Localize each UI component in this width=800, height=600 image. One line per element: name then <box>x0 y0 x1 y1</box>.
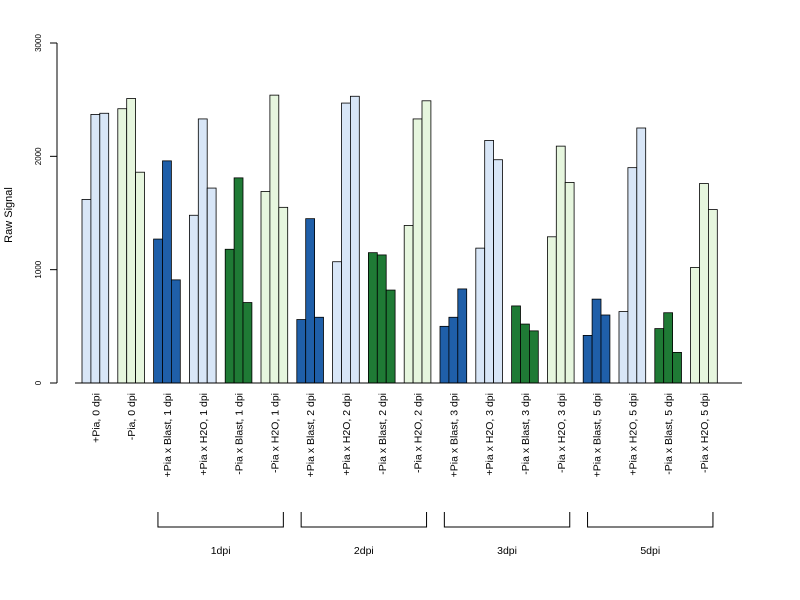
bar <box>260 191 271 384</box>
bar <box>636 127 647 384</box>
y-tick-label: 3000 <box>34 34 43 52</box>
group-label: 3dpi <box>497 545 517 557</box>
bar <box>654 328 665 384</box>
bar <box>672 351 682 384</box>
bar <box>126 98 136 384</box>
x-tick-label: -Pia x H2O, 2 dpi <box>413 393 425 473</box>
bar <box>278 206 289 384</box>
bar <box>663 312 674 384</box>
bar <box>708 209 718 384</box>
bar <box>99 112 110 384</box>
bar <box>627 167 638 384</box>
x-tick-label: -Pia x H2O, 5 dpi <box>699 393 711 473</box>
bar <box>332 261 342 384</box>
bar <box>591 298 602 384</box>
x-tick-label: -Pia x Blast, 2 dpi <box>377 393 389 475</box>
bar <box>439 325 450 384</box>
bar <box>457 288 468 384</box>
bar <box>296 319 307 384</box>
bar <box>520 323 530 384</box>
bar <box>367 252 378 384</box>
bar <box>224 248 235 384</box>
bar <box>600 314 611 384</box>
group-bracket <box>587 512 714 528</box>
bar <box>564 181 575 384</box>
bar <box>305 218 316 384</box>
bar <box>153 238 163 384</box>
x-tick-labels: +Pia, 0 dpi -Pia, 0 dpi +Pia x Blast, 1 dp… <box>90 393 711 477</box>
bar <box>206 187 217 384</box>
y-tick-label: 1000 <box>34 260 43 278</box>
bar <box>529 330 539 384</box>
bar <box>475 247 486 384</box>
bar <box>555 145 566 384</box>
y-tick-label: 2000 <box>34 147 43 165</box>
bar <box>90 114 101 384</box>
bar <box>242 302 253 384</box>
group-brackets: 1dpi 2dpi 3dpi 5dpi <box>157 512 714 557</box>
group-bracket <box>300 512 428 528</box>
group-label: 2dpi <box>354 545 374 557</box>
bar <box>314 316 324 384</box>
x-tick-label: +Pia x H2O, 5 dpi <box>627 393 639 476</box>
bar <box>197 118 208 384</box>
x-tick-label: +Pia x H2O, 3 dpi <box>484 393 496 476</box>
bar <box>582 334 593 384</box>
bar <box>511 305 521 384</box>
y-tick-label: 0 <box>34 380 43 385</box>
bar <box>269 94 280 384</box>
bars <box>81 94 718 384</box>
bar <box>341 102 351 384</box>
bar <box>403 225 414 384</box>
x-tick-label: -Pia x Blast, 3 dpi <box>520 393 532 475</box>
bar <box>412 118 423 384</box>
x-tick-label: +Pia x H2O, 2 dpi <box>341 393 353 476</box>
x-tick-label: -Pia x Blast, 1 dpi <box>234 393 246 475</box>
x-tick-label: +Pia x H2O, 1 dpi <box>198 393 210 476</box>
bar <box>547 236 557 384</box>
bar <box>233 177 244 384</box>
bar <box>385 289 396 384</box>
group-label: 1dpi <box>211 545 231 557</box>
x-tick-label: +Pia x Blast, 1 dpi <box>162 393 174 477</box>
bar <box>170 279 181 384</box>
x-tick-label: +Pia x Blast, 5 dpi <box>592 393 604 477</box>
x-tick-label: -Pia x H2O, 1 dpi <box>269 393 281 473</box>
x-tick-label: +Pia x Blast, 3 dpi <box>448 393 460 477</box>
bar <box>699 183 709 384</box>
bar <box>421 100 432 384</box>
x-tick-label: -Pia x H2O, 3 dpi <box>556 393 568 473</box>
bar <box>81 198 92 384</box>
x-tick-label: +Pia x Blast, 2 dpi <box>305 393 317 477</box>
bar <box>349 95 360 384</box>
bar <box>376 254 387 384</box>
group-label: 5dpi <box>640 545 660 557</box>
x-tick-label: -Pia x Blast, 5 dpi <box>663 393 675 475</box>
bar <box>484 140 495 384</box>
bar <box>690 266 700 384</box>
y-axis: 0 1000 2000 3000 <box>34 34 58 385</box>
y-axis-label: Raw Signal <box>3 187 15 243</box>
bar <box>117 108 128 384</box>
bar <box>448 316 459 384</box>
bar <box>188 214 199 384</box>
x-tick-label: -Pia, 0 dpi <box>126 393 138 440</box>
group-bracket <box>443 512 571 528</box>
bar <box>162 160 172 384</box>
bar <box>618 311 629 384</box>
x-tick-label: +Pia, 0 dpi <box>90 393 102 443</box>
bar <box>135 171 145 384</box>
bar <box>493 159 503 384</box>
group-bracket <box>157 512 284 528</box>
